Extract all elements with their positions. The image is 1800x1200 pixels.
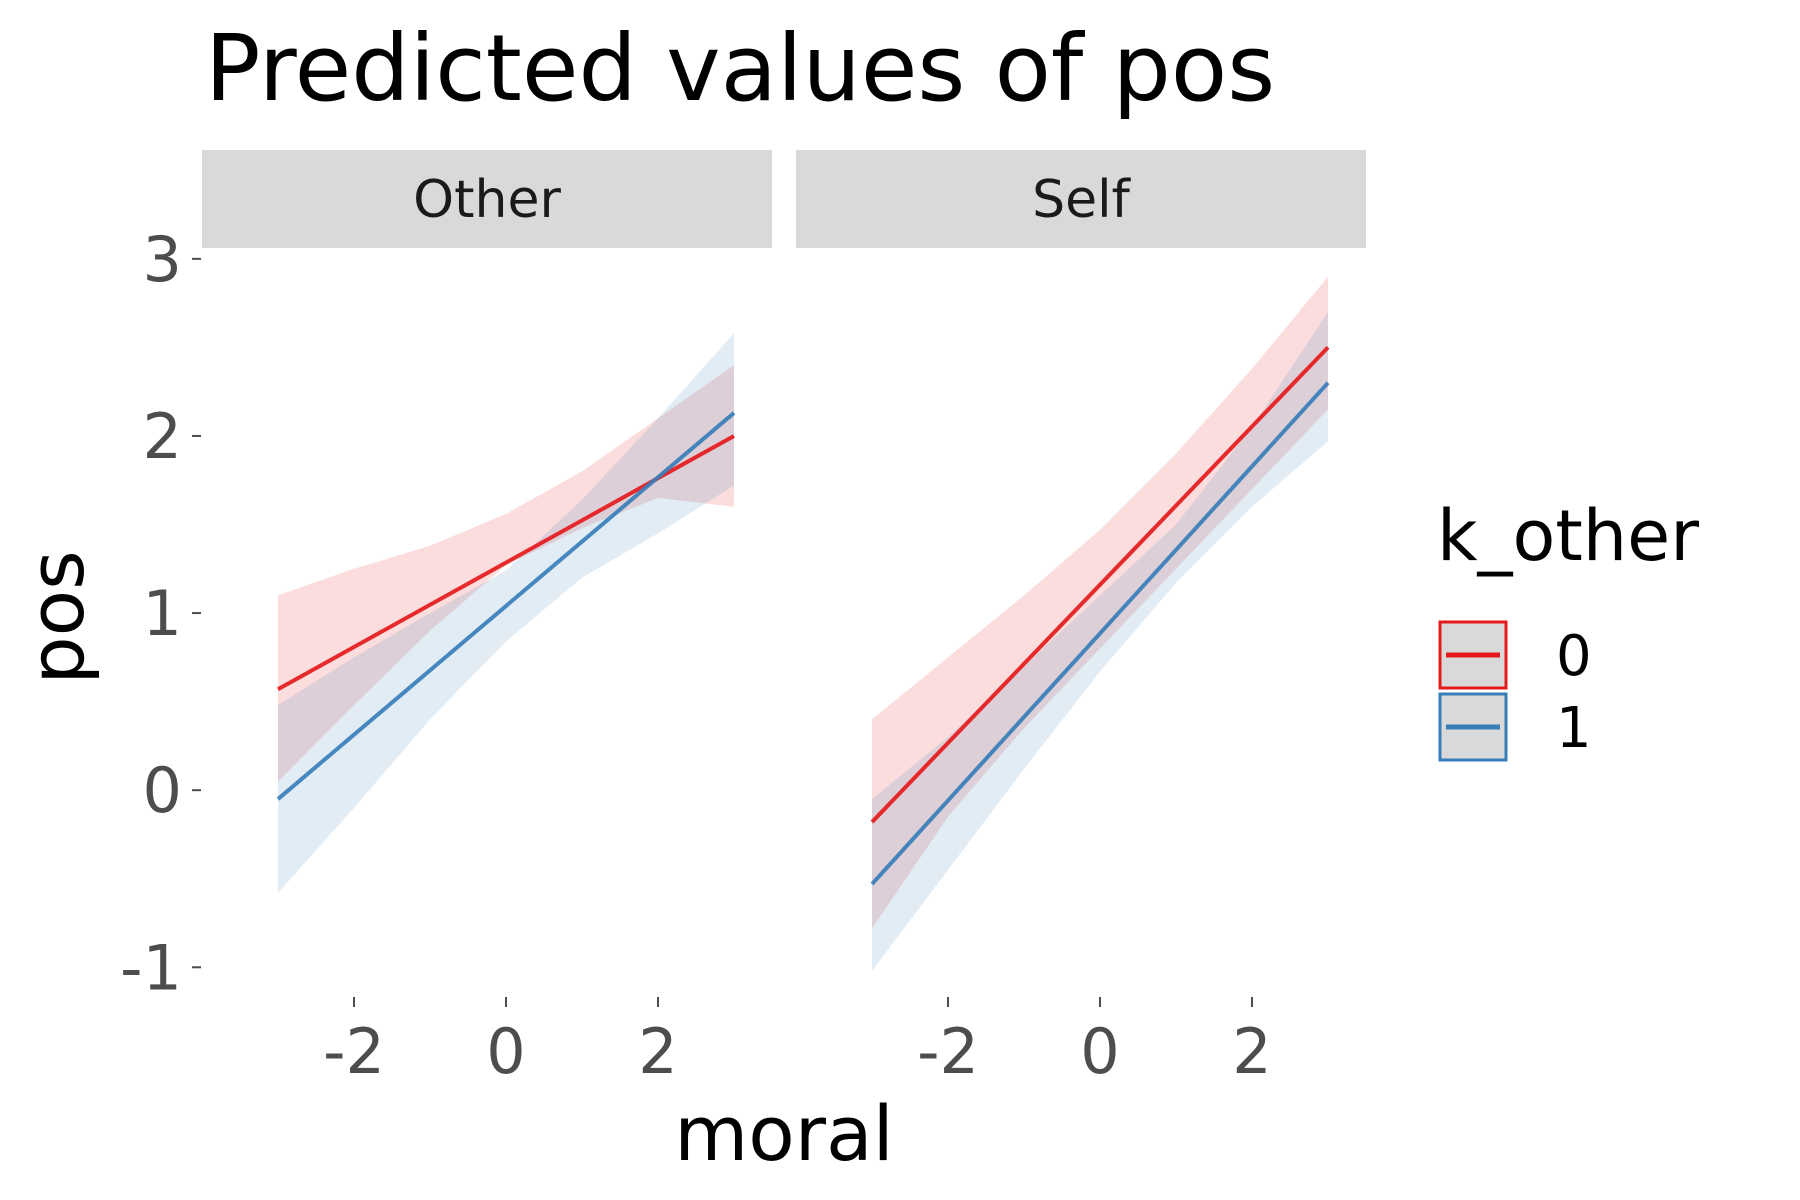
facet-strip-label: Other xyxy=(413,170,561,230)
series-line-1 xyxy=(276,411,736,801)
y-axis-title: pos xyxy=(12,550,101,684)
confidence-band-0 xyxy=(278,365,734,782)
series-line-0 xyxy=(870,346,1330,824)
y-tick-label: -1 xyxy=(120,931,182,1004)
y-axis: -1 0 1 2 3 xyxy=(120,223,201,1004)
x-tick-label: 0 xyxy=(1080,1015,1119,1088)
x-tick-label: 2 xyxy=(1232,1015,1271,1088)
facet-panels: Other -2 0 2 Self -2 0 2 xyxy=(202,150,1366,1088)
confidence-band-1 xyxy=(872,311,1328,971)
series-line-1 xyxy=(870,381,1330,886)
legend-title: k_other xyxy=(1437,495,1699,577)
panel-self: Self -2 0 2 xyxy=(796,150,1366,1088)
x-tick-label: 2 xyxy=(638,1015,677,1088)
x-axis-title: moral xyxy=(674,1089,893,1178)
y-tick-label: 2 xyxy=(143,400,182,473)
legend-key-0: 0 xyxy=(1438,620,1592,690)
chart-title: Predicted values of pos xyxy=(205,15,1275,122)
x-tick-label: 0 xyxy=(486,1015,525,1088)
legend: k_other 0 1 xyxy=(1437,495,1699,762)
legend-key-1: 1 xyxy=(1438,692,1592,762)
y-tick-label: 3 xyxy=(143,223,182,296)
facet-strip xyxy=(796,150,1366,248)
facet-strip xyxy=(202,150,772,248)
legend-label: 0 xyxy=(1556,624,1592,689)
confidence-band-0 xyxy=(872,276,1328,929)
x-tick-label: -2 xyxy=(917,1015,979,1088)
y-tick-label: 1 xyxy=(143,577,182,650)
x-tick-label: -2 xyxy=(323,1015,385,1088)
panel-other: Other -2 0 2 xyxy=(202,150,772,1088)
facet-strip-label: Self xyxy=(1032,170,1131,230)
legend-label: 1 xyxy=(1556,696,1592,761)
confidence-band-1 xyxy=(278,333,734,893)
y-tick-label: 0 xyxy=(143,754,182,827)
series-line-0 xyxy=(277,434,735,691)
